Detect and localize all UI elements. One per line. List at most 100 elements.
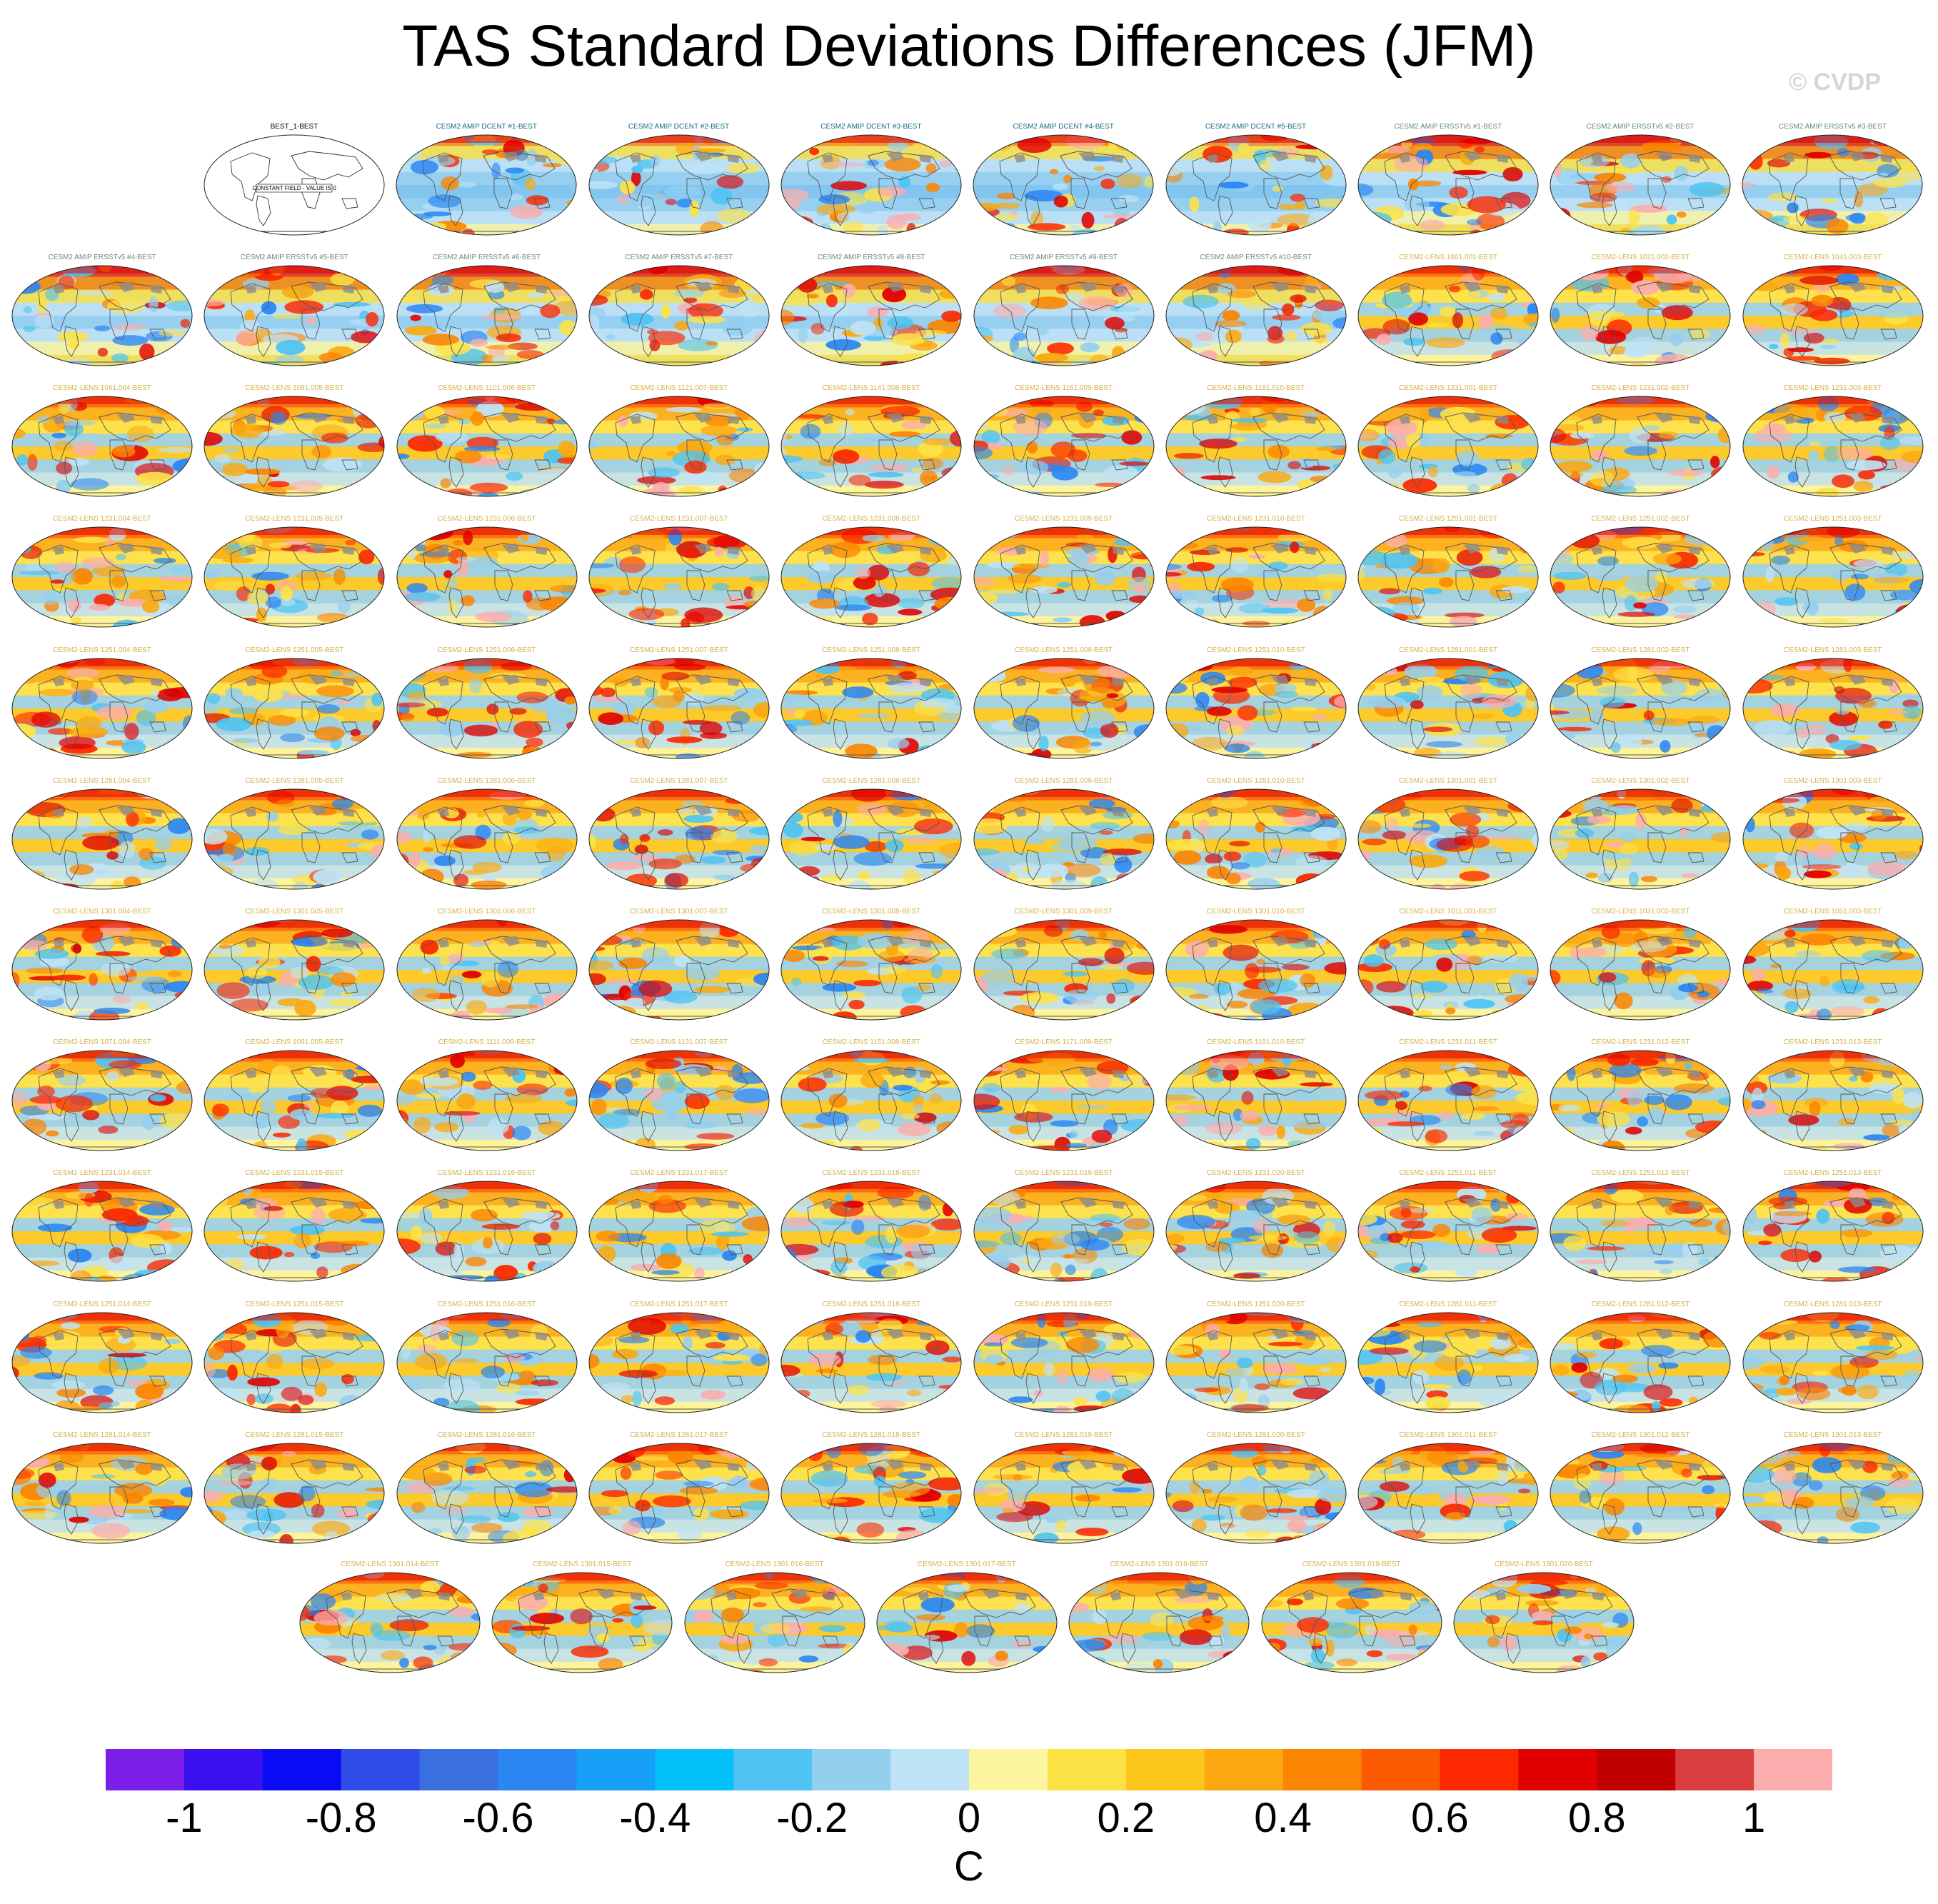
robinson-map [1550,658,1731,759]
map-panel: CESM2-LENS 1231.008-BEST [779,515,963,629]
robinson-map [1742,134,1923,236]
panel-title: CESM2-LENS 1251.004-BEST [53,646,151,654]
map-panel: CESM2-LENS 1301.010-BEST [1164,908,1348,1022]
panel-title: CESM2 AMIP ERSSTv5 #3-BEST [1778,123,1887,131]
colorbar [106,1749,1832,1790]
panel-title: CESM2-LENS 1301.008-BEST [822,908,921,916]
robinson-map [588,788,770,890]
panel-title: CESM2-LENS 1231.013-BEST [1783,1038,1882,1047]
robinson-map [780,134,962,236]
map-panel: CESM2-LENS 1251.013-BEST [1741,1169,1925,1283]
colorbar-units-label: C [954,1843,984,1890]
panel-title: CESM2-LENS 1251.011-BEST [1399,1169,1497,1178]
panel-title: CESM2-LENS 1251.013-BEST [1783,1169,1882,1178]
panel-title: CESM2-LENS 1251.002-BEST [1591,515,1690,523]
panel-title: CESM2-LENS 1231.017-BEST [629,1169,728,1178]
panel-title: CESM2-LENS 1001.001-BEST [1399,254,1498,261]
robinson-map [973,1181,1154,1282]
panel-title: CESM2-LENS 1251.018-BEST [822,1300,921,1308]
map-panel: CESM2-LENS 1281.003-BEST [1741,646,1925,761]
robinson-map [1165,1181,1347,1282]
panel-title: CESM2-LENS 1151.008-BEST [822,1038,920,1047]
robinson-map [1742,396,1924,497]
panel-title: CESM2-LENS 1251.007-BEST [629,646,728,654]
panel-title: CESM2-LENS 1301.009-BEST [1014,908,1113,916]
panel-title: CESM2 AMIP ERSSTv5 #4-BEST [48,254,156,261]
robinson-map [11,658,193,759]
panel-title: CESM2-LENS 1141.008-BEST [822,384,920,393]
robinson-map [11,1181,193,1282]
map-panel: CESM2 AMIP ERSSTv5 #5-BEST [202,254,386,368]
panel-title: CESM2 AMIP ERSSTv5 #8-BEST [817,254,925,261]
map-panel: CESM2 AMIP ERSSTv5 #1-BEST [1356,123,1540,237]
panel-title: CESM2 AMIP DCENT #3-BEST [820,123,922,131]
panel-title: CESM2-LENS 1281.013-BEST [1783,1300,1882,1308]
map-panel: CESM2-LENS 1301.003-BEST [1741,777,1925,891]
robinson-map [1742,1050,1924,1151]
panel-title: CESM2-LENS 1231.007-BEST [629,515,728,523]
panel-title: CESM2-LENS 1251.009-BEST [1014,646,1113,654]
panel-title: CESM2-LENS 1131.007-BEST [630,1038,728,1047]
map-panel: CESM2-LENS 1181.010-BEST [1164,384,1348,498]
robinson-map [1165,788,1347,890]
panel-title: CESM2-LENS 1231.019-BEST [1014,1169,1113,1178]
robinson-map [11,919,193,1021]
robinson-map [1742,526,1924,628]
map-panel: CESM2-LENS 1131.007-BEST [587,1038,771,1153]
robinson-map [204,919,385,1021]
robinson-map [204,526,385,628]
panel-title: CESM2-LENS 1231.020-BEST [1206,1169,1305,1178]
panel-title: CESM2-LENS 1251.010-BEST [1206,646,1305,654]
colorbar-tick-label: 0.2 [1097,1795,1155,1841]
map-panel: CESM2-LENS 1161.009-BEST [972,384,1156,498]
map-panel: CESM2-LENS 1251.002-BEST [1548,515,1732,629]
panel-title: CESM2-LENS 1161.009-BEST [1014,384,1113,393]
robinson-map [973,1312,1154,1413]
map-panel: CESM2-LENS 1091.005-BEST [202,1038,386,1153]
panel-title: CESM2-LENS 1091.005-BEST [245,1038,344,1047]
panel-title: CESM2-LENS 1031.002-BEST [1591,908,1690,916]
colorbar-swatch [262,1749,342,1790]
panel-title: CESM2-LENS 1231.008-BEST [822,515,921,523]
robinson-map [1165,1443,1347,1544]
map-panel: BEST_1-BEST CONSTANT FIELD - VALUE IS 0 [202,123,386,237]
map-panel: CESM2-LENS 1231.001-BEST [1356,384,1540,498]
map-panel: CESM2-LENS 1281.007-BEST [587,777,771,891]
panel-title: CESM2-LENS 1281.017-BEST [629,1430,728,1439]
robinson-map [204,1443,385,1544]
colorbar-tick-label: 0 [957,1795,981,1841]
map-panel: CESM2-LENS 1231.007-BEST [587,515,771,629]
panel-title: CESM2-LENS 1281.014-BEST [53,1430,151,1439]
colorbar-tick-label: 1 [1742,1795,1766,1841]
colorbar-swatch [1282,1749,1362,1790]
colorbar-tick-label: -1 [166,1795,203,1841]
map-panel: CESM2-LENS 1251.006-BEST [395,646,579,761]
panel-title: CESM2-LENS 1251.012-BEST [1591,1169,1690,1178]
map-panel: CESM2 AMIP DCENT #2-BEST [587,123,771,237]
map-panel: CESM2-LENS 1301.001-BEST [1356,777,1540,891]
colorbar-swatch [655,1749,734,1790]
map-panel: CESM2-LENS 1111.006-BEST [395,1038,579,1153]
robinson-map [588,1181,770,1282]
panel-title: CESM2 AMIP ERSSTv5 #5-BEST [240,254,348,261]
panel-title: BEST_1-BEST [270,123,318,131]
colorbar-swatch [969,1749,1048,1790]
map-panel: CESM2-LENS 1301.004-BEST [10,908,194,1022]
robinson-map [1165,919,1347,1021]
robinson-map [1165,265,1347,366]
panel-title: CESM2 AMIP DCENT #5-BEST [1205,123,1307,131]
robinson-map [1357,658,1539,759]
panel-title: CESM2-LENS 1231.006-BEST [437,515,536,523]
map-panel: CESM2-LENS 1251.017-BEST [587,1301,771,1415]
map-panel: CESM2-LENS 1301.005-BEST [202,908,386,1022]
robinson-map [11,1050,193,1151]
panel-title: CESM2-LENS 1251.005-BEST [245,646,344,654]
colorbar-swatch [733,1749,813,1790]
map-panel: CESM2-LENS 1251.016-BEST [395,1301,579,1415]
panel-title: CESM2-LENS 1231.011-BEST [1399,1038,1497,1047]
map-panel: CESM2-LENS 1281.020-BEST [1164,1431,1348,1545]
robinson-map [204,1312,385,1413]
robinson-map [204,1050,385,1151]
map-panel: CESM2-LENS 1231.018-BEST [779,1169,963,1283]
robinson-map [1165,134,1346,236]
